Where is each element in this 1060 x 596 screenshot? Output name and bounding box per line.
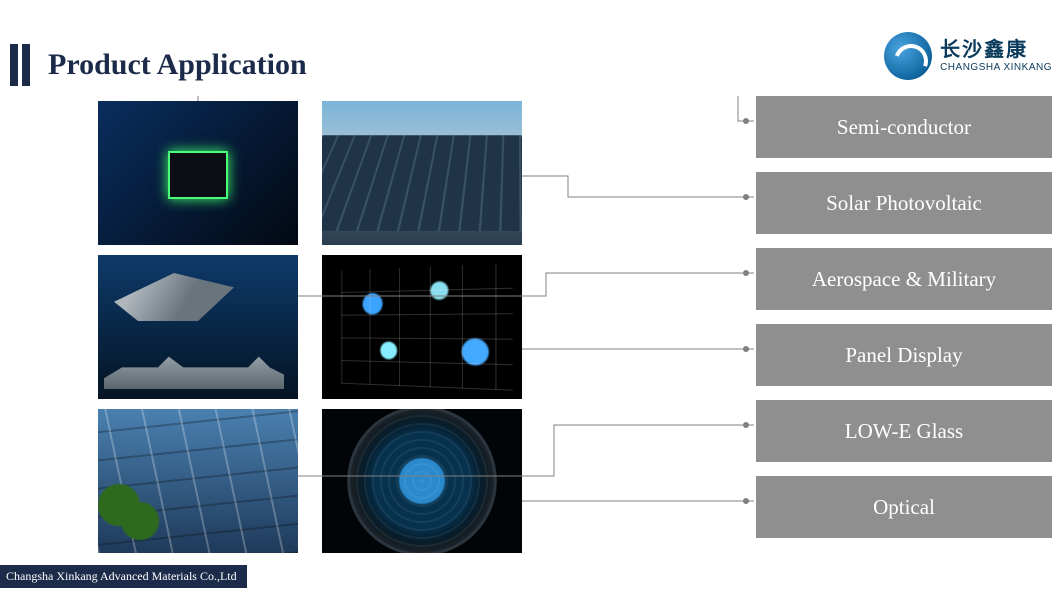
logo-en: CHANGSHA XINKANG <box>940 63 1052 73</box>
img-panel-display <box>322 255 522 399</box>
page-title: Product Application <box>48 48 307 82</box>
img-solar <box>322 101 522 245</box>
image-grid <box>98 101 522 553</box>
company-logo: 长沙鑫康 CHANGSHA XINKANG <box>884 32 1052 80</box>
content-area: Semi-conductor Solar Photovoltaic Aerosp… <box>98 96 1052 566</box>
title-accent-bar <box>22 44 30 86</box>
img-low-e-glass <box>98 409 298 553</box>
label-semiconductor: Semi-conductor <box>756 96 1052 158</box>
img-optical <box>322 409 522 553</box>
label-list: Semi-conductor Solar Photovoltaic Aerosp… <box>756 96 1052 538</box>
label-solar: Solar Photovoltaic <box>756 172 1052 234</box>
label-panel-display: Panel Display <box>756 324 1052 386</box>
label-aerospace: Aerospace & Military <box>756 248 1052 310</box>
logo-mark-icon <box>884 32 932 80</box>
img-aerospace <box>98 255 298 399</box>
logo-cn: 长沙鑫康 <box>940 40 1052 60</box>
label-low-e-glass: LOW-E Glass <box>756 400 1052 462</box>
logo-text: 长沙鑫康 CHANGSHA XINKANG <box>940 40 1052 73</box>
img-semiconductor <box>98 101 298 245</box>
footer-company: Changsha Xinkang Advanced Materials Co.,… <box>0 565 247 588</box>
title-accent-bar <box>10 44 18 86</box>
label-optical: Optical <box>756 476 1052 538</box>
